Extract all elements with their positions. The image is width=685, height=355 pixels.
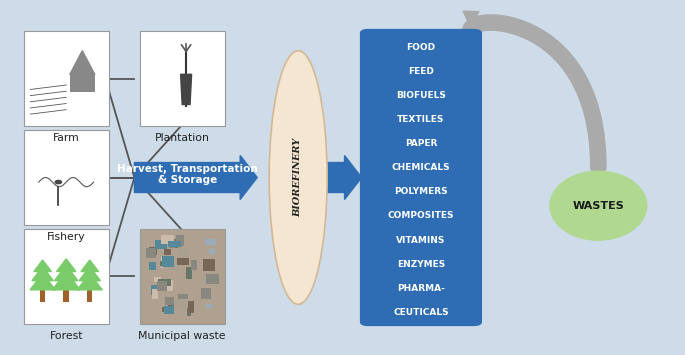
FancyBboxPatch shape bbox=[178, 246, 188, 257]
Polygon shape bbox=[52, 272, 80, 290]
FancyArrow shape bbox=[327, 155, 362, 200]
FancyBboxPatch shape bbox=[149, 247, 157, 255]
FancyBboxPatch shape bbox=[167, 262, 177, 271]
FancyBboxPatch shape bbox=[205, 239, 216, 245]
FancyBboxPatch shape bbox=[169, 240, 175, 248]
Polygon shape bbox=[55, 265, 78, 281]
FancyBboxPatch shape bbox=[178, 294, 188, 299]
FancyBboxPatch shape bbox=[188, 301, 194, 312]
Circle shape bbox=[55, 180, 62, 184]
FancyBboxPatch shape bbox=[140, 31, 225, 126]
FancyBboxPatch shape bbox=[177, 235, 184, 246]
FancyBboxPatch shape bbox=[360, 29, 482, 326]
FancyBboxPatch shape bbox=[175, 299, 186, 309]
FancyBboxPatch shape bbox=[158, 279, 171, 285]
Text: CHEMICALS: CHEMICALS bbox=[392, 163, 450, 173]
FancyArrow shape bbox=[134, 155, 258, 200]
FancyBboxPatch shape bbox=[23, 31, 109, 126]
Polygon shape bbox=[79, 267, 101, 281]
FancyBboxPatch shape bbox=[162, 256, 174, 267]
Text: FEED: FEED bbox=[408, 67, 434, 76]
Polygon shape bbox=[81, 260, 99, 272]
Text: CEUTICALS: CEUTICALS bbox=[393, 307, 449, 317]
Bar bbox=[64, 290, 69, 302]
FancyBboxPatch shape bbox=[140, 229, 225, 324]
Polygon shape bbox=[181, 74, 192, 104]
FancyBboxPatch shape bbox=[149, 262, 156, 270]
Text: Plantation: Plantation bbox=[155, 133, 210, 143]
Text: ENZYMES: ENZYMES bbox=[397, 260, 445, 268]
Text: WASTES: WASTES bbox=[573, 201, 624, 211]
Text: PAPER: PAPER bbox=[405, 140, 437, 148]
FancyBboxPatch shape bbox=[168, 241, 181, 247]
Text: Farm: Farm bbox=[53, 133, 79, 143]
Ellipse shape bbox=[549, 170, 647, 241]
Text: FOOD: FOOD bbox=[406, 43, 436, 53]
Ellipse shape bbox=[269, 51, 327, 304]
FancyBboxPatch shape bbox=[161, 235, 174, 244]
Polygon shape bbox=[32, 267, 53, 281]
Text: BIOREFINERY: BIOREFINERY bbox=[294, 138, 303, 217]
FancyBboxPatch shape bbox=[23, 229, 109, 324]
FancyBboxPatch shape bbox=[153, 277, 160, 282]
FancyBboxPatch shape bbox=[152, 289, 158, 299]
FancyBboxPatch shape bbox=[167, 297, 171, 305]
Text: TEXTILES: TEXTILES bbox=[397, 115, 445, 125]
Text: COMPOSITES: COMPOSITES bbox=[388, 212, 454, 220]
Text: VITAMINS: VITAMINS bbox=[396, 235, 446, 245]
FancyBboxPatch shape bbox=[162, 307, 172, 312]
FancyBboxPatch shape bbox=[164, 249, 171, 255]
Polygon shape bbox=[70, 51, 95, 75]
FancyBboxPatch shape bbox=[155, 240, 166, 249]
Polygon shape bbox=[34, 260, 51, 272]
FancyBboxPatch shape bbox=[203, 260, 215, 271]
Text: Municipal waste: Municipal waste bbox=[138, 331, 226, 341]
Text: PHARMA-: PHARMA- bbox=[397, 284, 445, 293]
FancyBboxPatch shape bbox=[166, 297, 175, 305]
FancyBboxPatch shape bbox=[151, 285, 158, 295]
FancyBboxPatch shape bbox=[165, 280, 173, 291]
Text: Fishery: Fishery bbox=[47, 232, 86, 242]
Text: BIOFUELS: BIOFUELS bbox=[396, 92, 446, 100]
FancyBboxPatch shape bbox=[160, 261, 171, 267]
FancyBboxPatch shape bbox=[169, 239, 179, 248]
FancyBboxPatch shape bbox=[168, 301, 174, 308]
FancyBboxPatch shape bbox=[164, 260, 171, 268]
FancyBboxPatch shape bbox=[164, 306, 173, 314]
FancyBboxPatch shape bbox=[23, 130, 109, 225]
Text: Harvest, Transportation
& Storage: Harvest, Transportation & Storage bbox=[117, 164, 258, 185]
FancyBboxPatch shape bbox=[206, 274, 219, 284]
FancyBboxPatch shape bbox=[161, 257, 171, 268]
Polygon shape bbox=[57, 259, 76, 272]
FancyBboxPatch shape bbox=[157, 281, 168, 291]
FancyBboxPatch shape bbox=[186, 267, 192, 279]
Text: POLYMERS: POLYMERS bbox=[394, 187, 448, 196]
Polygon shape bbox=[30, 273, 55, 290]
Bar bbox=[87, 290, 92, 302]
Bar bbox=[40, 290, 45, 302]
FancyBboxPatch shape bbox=[191, 260, 197, 270]
Polygon shape bbox=[77, 273, 102, 290]
Text: Forest: Forest bbox=[49, 331, 83, 341]
FancyBboxPatch shape bbox=[177, 258, 188, 265]
FancyBboxPatch shape bbox=[209, 249, 214, 255]
FancyBboxPatch shape bbox=[187, 308, 191, 316]
FancyBboxPatch shape bbox=[206, 304, 212, 308]
Bar bbox=[70, 75, 95, 92]
FancyBboxPatch shape bbox=[201, 288, 211, 299]
FancyBboxPatch shape bbox=[146, 248, 156, 258]
